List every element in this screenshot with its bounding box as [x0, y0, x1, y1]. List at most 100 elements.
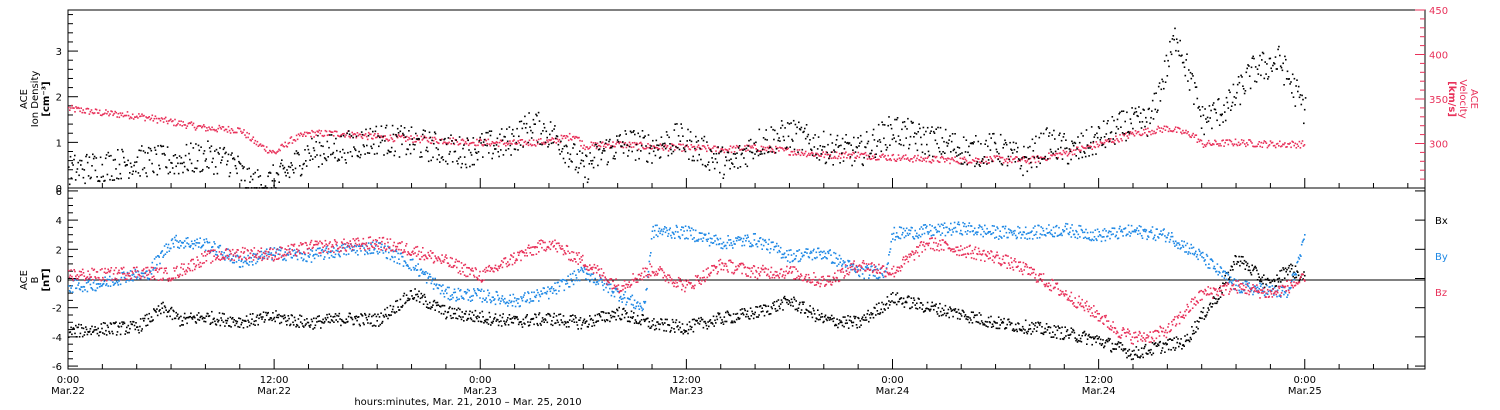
bx-point	[521, 326, 524, 328]
bx-point	[980, 314, 982, 316]
density-point	[1123, 133, 1126, 135]
bx-point	[1232, 269, 1234, 271]
velocity-point	[182, 121, 184, 123]
density-point	[474, 148, 476, 151]
bx-point	[838, 319, 841, 321]
bx-point	[464, 313, 467, 315]
velocity-point	[154, 115, 157, 117]
bx-point	[483, 319, 486, 322]
bx-point	[983, 323, 985, 325]
bx-point	[678, 321, 681, 323]
density-point	[911, 122, 913, 124]
by-point	[472, 294, 474, 297]
bx-point	[1073, 331, 1076, 334]
density-point	[643, 136, 645, 139]
by-point	[315, 249, 317, 252]
velocity-point	[1161, 131, 1164, 133]
velocity-point	[307, 132, 309, 135]
density-point	[783, 139, 785, 142]
density-point	[1039, 162, 1041, 165]
bx-point	[366, 319, 368, 321]
density-point	[341, 156, 343, 159]
density-point	[984, 143, 986, 145]
velocity-point	[1282, 143, 1284, 146]
bx-point	[1238, 255, 1240, 258]
by-point	[492, 296, 494, 299]
bx-point	[612, 315, 614, 318]
velocity-point	[212, 128, 214, 131]
velocity-point	[786, 148, 788, 150]
by-point	[265, 252, 267, 255]
density-point	[615, 151, 617, 154]
bx-point	[731, 320, 733, 322]
bx-point	[1086, 338, 1089, 340]
velocity-point	[541, 142, 543, 144]
velocity-point	[993, 155, 996, 157]
density-point	[990, 137, 992, 139]
velocity-point	[1286, 146, 1288, 148]
density-point	[715, 152, 718, 155]
density-point	[508, 126, 511, 128]
density-point	[1214, 108, 1217, 111]
bx-point	[812, 307, 814, 310]
velocity-point	[641, 143, 643, 145]
velocity-point	[242, 131, 244, 134]
velocity-point	[337, 134, 339, 137]
density-point	[1196, 97, 1199, 100]
bx-point	[674, 321, 677, 324]
bx-point	[661, 322, 664, 324]
density-point	[464, 163, 467, 166]
density-point	[348, 133, 351, 136]
by-point	[224, 255, 227, 257]
by-point	[414, 267, 416, 270]
density-point	[1142, 108, 1144, 111]
bx-point	[1028, 324, 1031, 326]
bx-point	[884, 309, 886, 311]
velocity-point	[965, 160, 968, 162]
velocity-point	[665, 146, 668, 149]
density-point	[747, 145, 749, 147]
by-point	[348, 245, 351, 247]
density-point	[517, 149, 519, 151]
density-point	[425, 149, 427, 152]
bx-point	[1304, 274, 1306, 277]
bx-point	[845, 319, 848, 322]
bx-point	[1240, 255, 1243, 258]
density-point	[943, 140, 945, 143]
density-point	[1245, 71, 1248, 74]
bx-point	[773, 304, 775, 306]
velocity-point	[370, 133, 372, 136]
density-point	[549, 121, 552, 123]
bx-point	[220, 317, 222, 319]
velocity-point	[333, 130, 336, 133]
bx-point	[194, 316, 196, 319]
by-point	[570, 278, 572, 280]
bx-point	[501, 316, 504, 319]
velocity-point	[1186, 132, 1188, 135]
density-point	[225, 151, 227, 154]
density-point	[687, 128, 689, 131]
bx-point	[550, 323, 552, 326]
velocity-point	[559, 141, 562, 144]
velocity-point	[849, 157, 851, 160]
velocity-point	[1194, 134, 1197, 136]
bx-point	[769, 313, 771, 315]
velocity-point	[659, 143, 662, 145]
by-point	[431, 279, 433, 282]
density-point	[1259, 54, 1261, 57]
velocity-point	[1056, 152, 1058, 155]
bx-point	[795, 300, 797, 302]
density-point	[733, 166, 736, 168]
density-point	[628, 149, 630, 152]
density-point	[467, 139, 469, 142]
velocity-point	[989, 156, 991, 158]
bx-point	[186, 322, 188, 325]
bx-point	[632, 316, 634, 318]
velocity-point	[691, 146, 694, 148]
bx-point	[684, 331, 686, 333]
density-point	[755, 150, 758, 153]
bx-point	[443, 304, 446, 307]
density-point	[740, 153, 743, 156]
density-point	[216, 172, 219, 175]
b-tick-label: 2	[56, 245, 62, 256]
